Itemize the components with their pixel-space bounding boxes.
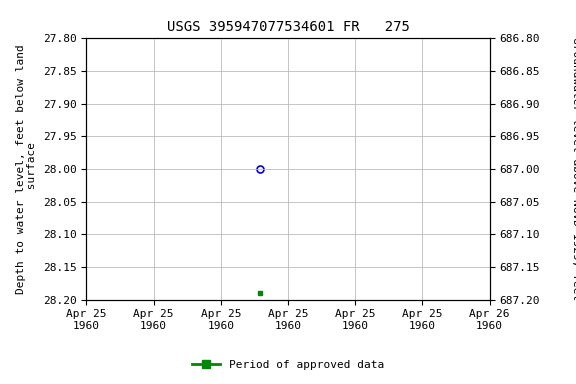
Title: USGS 395947077534601 FR   275: USGS 395947077534601 FR 275 — [166, 20, 410, 35]
Legend: Period of approved data: Period of approved data — [188, 356, 388, 375]
Y-axis label: Groundwater level above NGVD 1929, feet: Groundwater level above NGVD 1929, feet — [571, 37, 576, 301]
Y-axis label: Depth to water level, feet below land
 surface: Depth to water level, feet below land su… — [16, 44, 37, 294]
